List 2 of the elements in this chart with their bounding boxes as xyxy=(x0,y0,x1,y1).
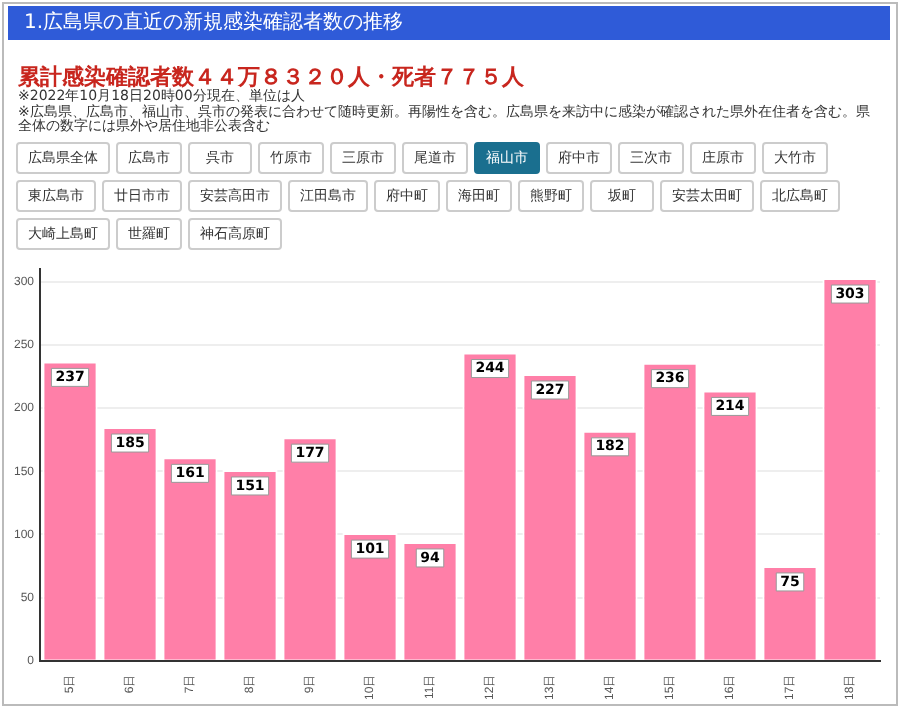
chart-subtitle: 累計感染確認者数４４万８３２０人・死者７７５人 xyxy=(18,62,524,90)
chart-title: 1.広島県の直近の新規感染確認者数の推移 xyxy=(8,6,890,40)
